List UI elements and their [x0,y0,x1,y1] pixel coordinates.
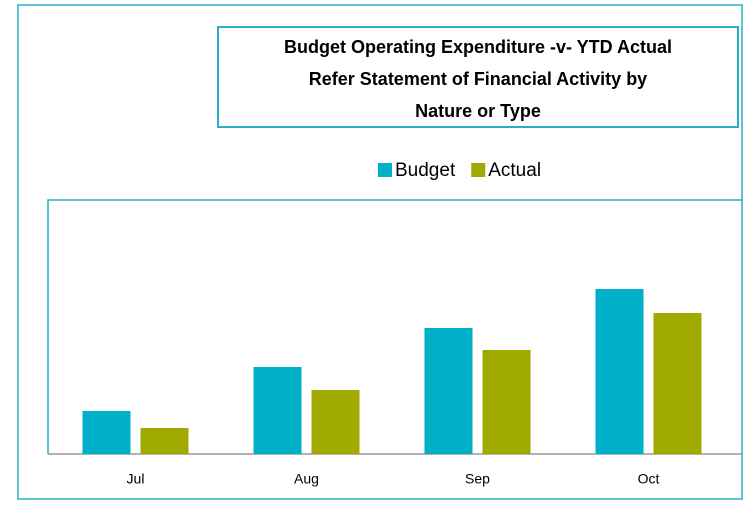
x-tick-label: Jul [127,471,145,487]
x-tick-label: Sep [465,471,490,487]
chart-title: Refer Statement of Financial Activity by [309,69,647,89]
bar [653,313,702,454]
bar [311,390,360,454]
bar [595,289,644,454]
bar [424,328,473,454]
legend-label: Budget [395,160,456,181]
bar [140,428,189,454]
x-tick-label: Aug [294,471,319,487]
chart-title: Nature or Type [415,101,541,121]
title-box [217,26,739,128]
x-tick-label: Oct [638,471,660,487]
bar [253,367,302,454]
chart-title: Budget Operating Expenditure -v- YTD Act… [284,37,672,57]
legend-swatch [471,163,486,177]
legend-swatch [378,163,392,177]
bar [482,350,531,454]
legend-label: Actual [488,160,541,181]
plot-frame [47,199,742,454]
bar [82,411,131,454]
